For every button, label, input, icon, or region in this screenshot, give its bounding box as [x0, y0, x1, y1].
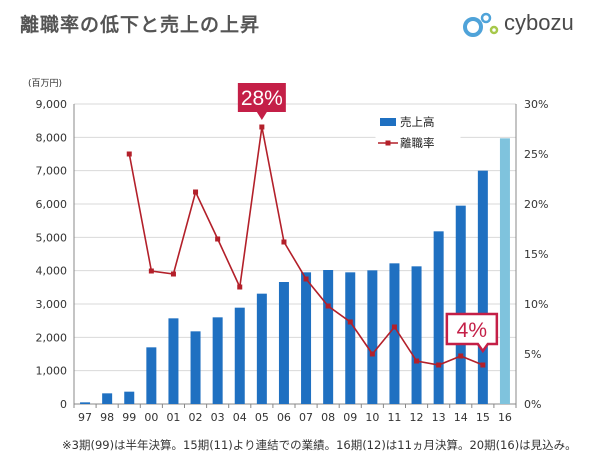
x-tick-label: 00 [144, 411, 158, 424]
y-left-tick-label: 0 [60, 398, 67, 411]
y-right-tick-label: 0% [524, 398, 541, 411]
sales-bar [212, 317, 223, 404]
legend-line-marker [385, 140, 391, 146]
sales-bar [168, 318, 179, 404]
sales-bar [477, 170, 488, 404]
x-tick-label: 16 [498, 411, 512, 424]
callout-label: 4% [457, 319, 487, 342]
sales-bar [367, 270, 378, 404]
x-tick-label: 08 [321, 411, 335, 424]
sales-bar [234, 307, 245, 404]
sales-bar [389, 263, 400, 404]
turnover-marker [436, 362, 442, 368]
callout-4-percent [445, 312, 499, 354]
sales-bar [345, 272, 356, 404]
turnover-marker [237, 284, 243, 290]
x-tick-label: 11 [387, 411, 401, 424]
turnover-marker [391, 324, 397, 330]
sales-bar [411, 266, 422, 404]
turnover-marker [281, 239, 287, 245]
y-left-tick-label: 1,000 [36, 365, 68, 378]
y-left-tick-label: 7,000 [36, 165, 68, 178]
sales-bar [278, 282, 289, 404]
legend-bar-swatch [380, 118, 396, 126]
sales-bar [146, 347, 157, 404]
y-right-tick-label: 15% [524, 248, 548, 261]
x-tick-label: 15 [476, 411, 490, 424]
y-right-tick-label: 10% [524, 298, 548, 311]
callout-28-percent [237, 83, 286, 120]
sales-bar [80, 402, 91, 404]
y-left-tick-label: 5,000 [36, 231, 68, 244]
footnote: ※3期(99)は半年決算。15期(11)より連結での業績。16期(12)は11ヵ… [62, 438, 577, 452]
x-tick-label: 97 [78, 411, 92, 424]
sales-bar [124, 391, 135, 404]
y-right-tick-label: 20% [524, 198, 548, 211]
x-tick-label: 05 [255, 411, 269, 424]
sales-bar [301, 272, 312, 404]
y-left-tick-label: 4,000 [36, 265, 68, 278]
x-tick-label: 12 [410, 411, 424, 424]
sales-bar [323, 270, 334, 404]
brand-circles-icon [463, 12, 499, 37]
sales-bar [190, 331, 201, 404]
turnover-marker [193, 189, 199, 195]
turnover-marker [303, 276, 309, 282]
x-tick-label: 14 [454, 411, 468, 424]
turnover-marker [170, 271, 176, 277]
x-tick-label: 03 [211, 411, 225, 424]
x-tick-label: 02 [189, 411, 203, 424]
y-left-tick-label: 8,000 [36, 131, 68, 144]
y-right-tick-label: 5% [524, 348, 541, 361]
turnover-marker [126, 151, 132, 157]
x-tick-label: 01 [166, 411, 180, 424]
turnover-marker [347, 319, 353, 325]
turnover-marker [414, 358, 420, 364]
x-tick-label: 04 [233, 411, 247, 424]
x-tick-label: 98 [100, 411, 114, 424]
callout-label: 28% [241, 87, 283, 110]
turnover-marker [325, 303, 331, 309]
turnover-marker [369, 351, 375, 357]
sales-bar [499, 138, 510, 405]
brand-name: cybozu [504, 10, 574, 35]
y-left-unit-label: (百万円) [28, 78, 62, 89]
y-left-tick-label: 9,000 [36, 98, 68, 111]
sales-bar [455, 205, 466, 404]
x-tick-label: 13 [432, 411, 446, 424]
x-tick-label: 09 [343, 411, 357, 424]
turnover-marker [259, 124, 265, 130]
y-left-tick-label: 6,000 [36, 198, 68, 211]
turnover-marker [458, 353, 464, 359]
turnover-marker [480, 362, 486, 368]
slide-title: 離職率の低下と売上の上昇 [20, 14, 261, 36]
turnover-marker [215, 236, 221, 242]
brand-logo: cybozu [462, 6, 592, 42]
legend-label: 離職率 [400, 136, 435, 150]
y-left-tick-label: 2,000 [36, 331, 68, 344]
x-tick-label: 06 [277, 411, 291, 424]
y-right-tick-label: 30% [524, 98, 548, 111]
sales-bar [102, 393, 113, 404]
x-tick-label: 10 [365, 411, 379, 424]
turnover-marker [148, 268, 154, 274]
legend-label: 売上高 [400, 115, 435, 129]
sales-bar [433, 231, 444, 404]
y-right-tick-label: 25% [524, 148, 548, 161]
x-tick-label: 07 [299, 411, 313, 424]
x-tick-label: 99 [122, 411, 136, 424]
sales-bar [256, 293, 267, 404]
y-left-tick-label: 3,000 [36, 298, 68, 311]
